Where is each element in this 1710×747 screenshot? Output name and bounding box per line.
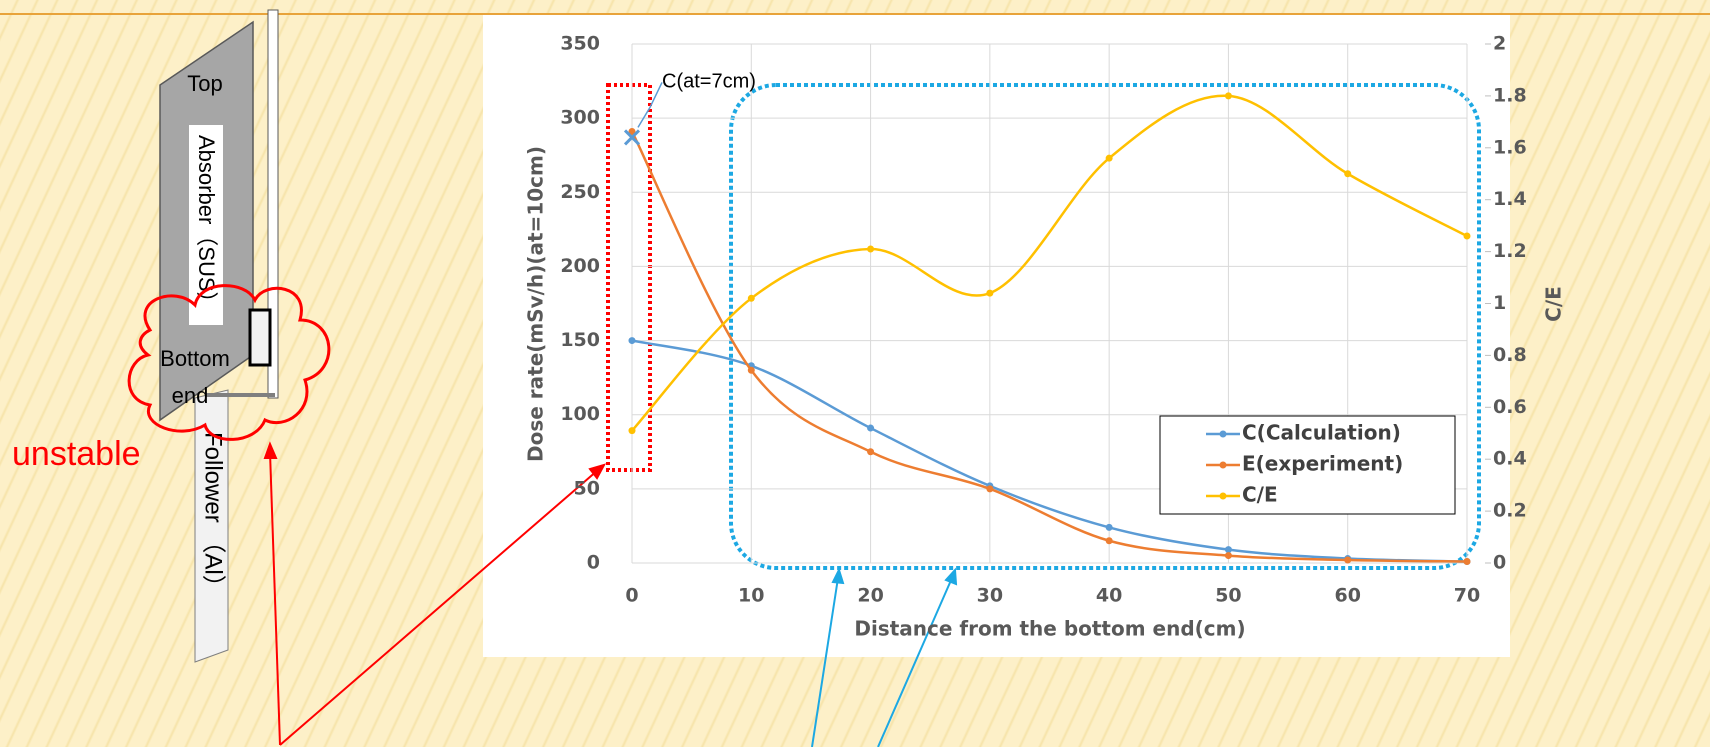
y2-tick-label: 1.8 — [1493, 84, 1527, 106]
end-label: end — [172, 383, 209, 408]
top-label: Top — [187, 71, 222, 96]
y2-tick-label: 1.2 — [1493, 240, 1527, 262]
y-axis-title: Dose rate(mSv/h)(at=10cm) — [524, 146, 548, 462]
y2-axis-title: C/E — [1542, 286, 1566, 322]
y-tick-label: 150 — [560, 329, 600, 351]
y2-tick-label: 1.6 — [1493, 136, 1527, 158]
legend-label: C(Calculation) — [1242, 421, 1401, 445]
data-point — [629, 337, 636, 344]
unstable-label: unstable — [12, 435, 141, 473]
y2-tick-label: 0.6 — [1493, 396, 1527, 418]
data-point — [629, 427, 636, 434]
legend-marker — [1220, 462, 1227, 469]
y2-tick-label: 0 — [1493, 552, 1506, 574]
data-point — [1464, 558, 1471, 565]
data-point — [1106, 155, 1113, 162]
data-point — [1225, 552, 1232, 559]
data-point — [986, 485, 993, 492]
x-tick-label: 0 — [625, 585, 638, 607]
x-tick-label: 30 — [977, 585, 1003, 607]
data-point — [748, 367, 755, 374]
y2-tick-label: 0.4 — [1493, 448, 1527, 470]
x-tick-label: 10 — [738, 585, 764, 607]
annotation-label: C(at=7cm) — [662, 71, 756, 93]
y-tick-label: 350 — [560, 33, 600, 55]
y-tick-label: 250 — [560, 181, 600, 203]
bottom-label: Bottom — [160, 346, 230, 371]
y2-tick-label: 0.8 — [1493, 344, 1527, 366]
data-point — [986, 290, 993, 297]
data-point — [1344, 557, 1351, 564]
legend-marker — [1220, 431, 1227, 438]
data-point — [1106, 524, 1113, 531]
y2-tick-label: 1 — [1493, 292, 1506, 314]
y2-tick-label: 1.4 — [1493, 188, 1527, 210]
data-point — [867, 448, 874, 455]
data-point — [1106, 537, 1113, 544]
legend-marker — [1220, 493, 1227, 500]
x-axis-title: Distance from the bottom end(cm) — [854, 617, 1245, 641]
y-tick-label: 300 — [560, 107, 600, 129]
y-tick-label: 50 — [574, 477, 600, 499]
x-tick-label: 20 — [857, 585, 883, 607]
y-tick-label: 0 — [587, 552, 600, 574]
data-point — [867, 425, 874, 432]
diagram: Top Absorber（SUS） Follower （Al） Bottom e… — [12, 10, 329, 662]
legend-label: C/E — [1242, 483, 1278, 507]
slide: Top Absorber（SUS） Follower （Al） Bottom e… — [0, 0, 1710, 747]
data-point — [748, 295, 755, 302]
bottom-block — [250, 310, 270, 365]
page: {"chart_data": {"type": "line", "x": [0,… — [0, 0, 1710, 747]
x-tick-label: 60 — [1334, 585, 1360, 607]
follower-label: Follower （Al） — [200, 432, 227, 599]
x-tick-label: 50 — [1215, 585, 1241, 607]
data-point — [1464, 233, 1471, 240]
data-point — [1344, 170, 1351, 177]
y-tick-label: 100 — [560, 403, 600, 425]
y2-tick-label: 2 — [1493, 33, 1506, 55]
x-tick-label: 40 — [1096, 585, 1122, 607]
data-point — [867, 246, 874, 253]
y2-tick-label: 0.2 — [1493, 500, 1527, 522]
y-tick-label: 200 — [560, 255, 600, 277]
x-tick-label: 70 — [1454, 585, 1480, 607]
data-point — [1225, 92, 1232, 99]
legend-label: E(experiment) — [1242, 452, 1403, 476]
